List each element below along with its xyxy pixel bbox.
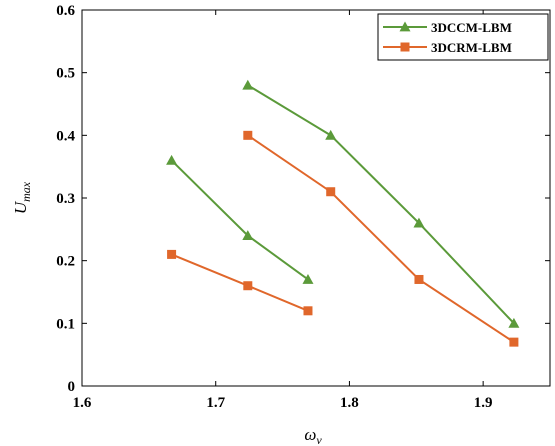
data-point bbox=[242, 230, 254, 240]
data-point bbox=[243, 130, 253, 140]
legend-label: 3DCRM-LBM bbox=[431, 40, 512, 55]
data-point bbox=[326, 187, 336, 197]
series-layer bbox=[166, 79, 520, 347]
y-tick-label: 0.4 bbox=[56, 128, 75, 144]
x-tick-label: 1.8 bbox=[340, 395, 359, 411]
plot-frame bbox=[81, 9, 551, 387]
series-3dccm-lbm bbox=[166, 79, 520, 328]
data-point bbox=[414, 274, 424, 284]
x-axis-label: ων bbox=[304, 425, 322, 446]
y-axis-label-subscript: max bbox=[19, 181, 33, 202]
data-point bbox=[413, 217, 425, 228]
x-tick-label: 1.6 bbox=[73, 395, 92, 411]
series-line bbox=[247, 84, 515, 325]
series-line bbox=[247, 134, 515, 343]
x-tick-label: 1.7 bbox=[206, 395, 225, 411]
legend-box bbox=[377, 13, 549, 61]
legend-items: 3DCCM-LBM 3DCRM-LBM bbox=[383, 20, 512, 55]
axis-ticks bbox=[81, 9, 550, 387]
legend-marker bbox=[400, 42, 410, 52]
legend: 3DCCM-LBM 3DCRM-LBM bbox=[377, 13, 549, 61]
y-tick-label: 0.6 bbox=[56, 3, 75, 19]
series-3dcrm-lbm bbox=[167, 130, 519, 347]
y-axis-label: Umax bbox=[11, 181, 33, 214]
data-point bbox=[167, 249, 177, 259]
y-tick-label: 0 bbox=[68, 379, 76, 395]
legend-label: 3DCCM-LBM bbox=[431, 20, 512, 35]
data-point bbox=[243, 281, 253, 291]
data-point bbox=[509, 337, 519, 347]
data-point bbox=[166, 154, 178, 165]
data-point bbox=[325, 129, 337, 140]
axis-tick-labels: 1.6 1.7 1.8 1.9 0 0.1 0.2 0.3 0.4 0.5 0.6 bbox=[56, 3, 492, 411]
data-point bbox=[302, 273, 314, 284]
x-tick-label: 1.9 bbox=[474, 395, 493, 411]
data-point bbox=[508, 317, 520, 328]
y-tick-label: 0.5 bbox=[56, 66, 75, 82]
y-tick-label: 0.3 bbox=[56, 191, 75, 207]
x-axis-label-subscript: ν bbox=[316, 433, 322, 446]
legend-marker bbox=[399, 21, 411, 32]
y-tick-label: 0.1 bbox=[56, 316, 75, 332]
data-point bbox=[242, 79, 254, 90]
y-tick-label: 0.2 bbox=[56, 254, 75, 270]
data-point bbox=[303, 306, 313, 316]
